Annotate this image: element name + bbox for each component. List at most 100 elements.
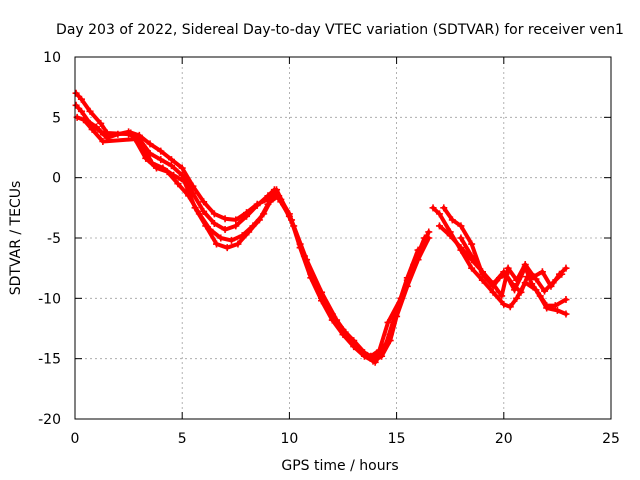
data-point xyxy=(159,164,167,172)
data-point xyxy=(234,240,242,248)
data-point xyxy=(288,216,296,224)
data-point xyxy=(448,216,456,224)
data-point xyxy=(157,156,165,164)
data-point xyxy=(558,270,566,278)
data-point xyxy=(72,101,80,109)
data-point xyxy=(92,123,100,131)
data-point xyxy=(538,268,546,276)
data-point xyxy=(541,287,549,295)
x-tick-label: 15 xyxy=(388,431,406,447)
data-point xyxy=(72,89,80,97)
data-point xyxy=(167,162,175,170)
data-point xyxy=(200,207,208,215)
data-point xyxy=(517,288,525,296)
data-point xyxy=(498,292,506,300)
data-point xyxy=(101,131,109,139)
y-tick-label: -10 xyxy=(38,291,61,307)
data-point xyxy=(508,280,516,288)
data-point xyxy=(410,261,418,269)
data-point xyxy=(167,156,175,164)
data-point xyxy=(371,355,379,363)
data-point xyxy=(341,328,349,336)
data-point xyxy=(513,294,521,302)
data-point xyxy=(367,352,375,360)
data-point xyxy=(77,107,85,115)
tick-layer: 0 5 10 15 20 25 -20 -15 -10 -5 0 5 10 xyxy=(38,50,620,447)
data-point xyxy=(228,236,236,244)
data-point xyxy=(273,186,281,194)
data-point xyxy=(223,244,231,252)
data-point xyxy=(523,273,531,281)
data-point xyxy=(506,303,514,311)
series-track-d xyxy=(82,116,428,360)
data-point xyxy=(127,129,135,137)
data-point xyxy=(528,280,536,288)
data-point xyxy=(440,204,448,212)
data-point xyxy=(384,318,392,326)
data-point xyxy=(397,294,405,302)
data-point xyxy=(77,95,85,103)
x-tick-label: 5 xyxy=(178,431,187,447)
data-point xyxy=(478,268,486,276)
data-point xyxy=(82,116,90,124)
x-tick-label: 10 xyxy=(280,431,298,447)
data-point xyxy=(245,228,253,236)
data-point xyxy=(536,292,544,300)
data-point xyxy=(328,310,336,318)
data-point xyxy=(146,140,154,148)
data-point xyxy=(375,346,383,354)
data-point xyxy=(174,180,182,188)
data-point xyxy=(200,198,208,206)
y-tick-label: 10 xyxy=(43,50,61,66)
data-point xyxy=(457,222,465,230)
data-point xyxy=(243,212,251,220)
data-point xyxy=(315,288,323,296)
data-point xyxy=(264,200,272,208)
data-point xyxy=(178,171,186,179)
data-point xyxy=(86,107,94,115)
data-point xyxy=(457,244,465,252)
x-tick-label: 20 xyxy=(495,431,513,447)
data-point xyxy=(549,279,557,287)
data-point xyxy=(217,234,225,242)
data-point xyxy=(500,300,508,308)
data-point xyxy=(562,296,570,304)
series-track-h xyxy=(457,234,566,296)
y-axis-label: SDTVAR / TECUs xyxy=(8,181,24,296)
x-axis-label: GPS time / hours xyxy=(281,458,398,474)
data-point xyxy=(99,137,107,145)
data-point xyxy=(213,240,221,248)
data-point xyxy=(210,210,218,218)
data-point xyxy=(425,228,433,236)
y-tick-label: -15 xyxy=(38,352,61,368)
y-tick-label: -5 xyxy=(47,231,61,247)
plot-frame xyxy=(74,56,612,420)
data-point xyxy=(210,220,218,228)
data-point xyxy=(435,222,443,230)
data-point xyxy=(88,125,96,133)
data-point xyxy=(521,261,529,269)
x-tick-label: 0 xyxy=(71,431,80,447)
series-track-e xyxy=(429,204,570,318)
data-point xyxy=(429,204,437,212)
data-point xyxy=(354,345,362,353)
grid-layer xyxy=(75,57,611,419)
data-point xyxy=(468,240,476,248)
data-point xyxy=(137,140,145,148)
series-trail xyxy=(74,103,431,364)
data-point xyxy=(97,119,105,127)
data-point xyxy=(468,252,476,260)
data-point xyxy=(180,177,188,185)
data-point xyxy=(513,276,521,284)
data-point xyxy=(232,216,240,224)
data-point xyxy=(504,264,512,272)
data-point xyxy=(191,204,199,212)
y-tick-label: 5 xyxy=(52,110,61,126)
data-point xyxy=(457,234,465,242)
data-point xyxy=(255,216,263,224)
data-point xyxy=(157,147,165,155)
data-point xyxy=(300,252,308,260)
data-point xyxy=(500,268,508,276)
data-point xyxy=(553,306,561,314)
data-point xyxy=(253,201,261,209)
